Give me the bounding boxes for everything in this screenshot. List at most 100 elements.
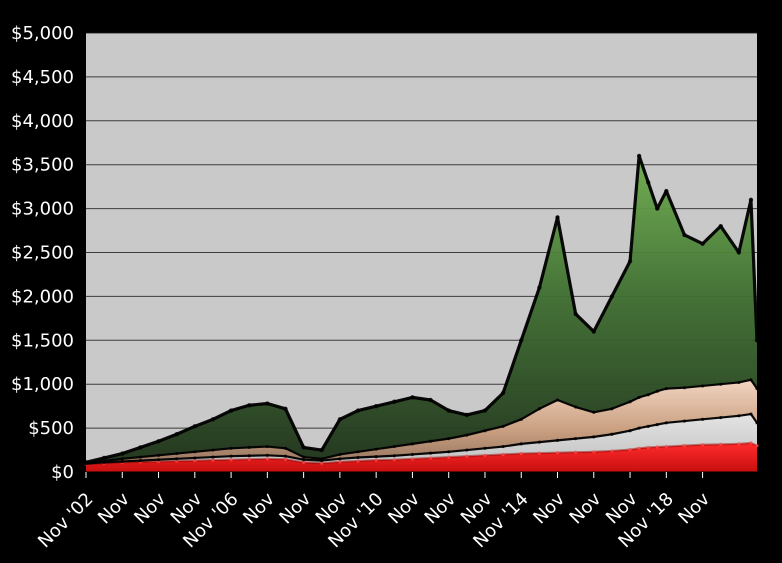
series-1-point bbox=[211, 458, 215, 462]
series-3-point bbox=[302, 455, 306, 459]
series-2-point bbox=[392, 454, 396, 458]
series-4-point bbox=[500, 390, 506, 396]
series-2-point bbox=[428, 451, 433, 455]
series-4-point bbox=[609, 294, 615, 299]
y-tick-label: $500 bbox=[28, 418, 74, 439]
series-4-point bbox=[446, 408, 451, 413]
series-4-point bbox=[682, 232, 687, 238]
series-3-point bbox=[283, 446, 288, 450]
series-2-point bbox=[664, 421, 668, 425]
series-2-point bbox=[755, 421, 759, 425]
series-4-point bbox=[283, 406, 288, 411]
series-4-point bbox=[101, 455, 107, 461]
series-4-point bbox=[120, 451, 125, 456]
series-2-point bbox=[682, 419, 687, 423]
series-3-point bbox=[193, 450, 197, 454]
series-4-point bbox=[319, 447, 324, 453]
series-2-point bbox=[655, 422, 659, 427]
series-1-point bbox=[428, 456, 433, 460]
series-1-point bbox=[229, 458, 233, 462]
series-3-point bbox=[682, 386, 687, 390]
series-4-area bbox=[86, 155, 757, 473]
series-1-point bbox=[592, 450, 596, 454]
series-3-point bbox=[646, 393, 650, 397]
series-2-point bbox=[338, 457, 342, 461]
series-2-point bbox=[120, 459, 124, 464]
series-2-point bbox=[749, 412, 753, 416]
series-1-point bbox=[374, 458, 378, 462]
series-3-point bbox=[483, 429, 487, 433]
series-2-point bbox=[646, 424, 650, 428]
series-4-point bbox=[655, 206, 660, 211]
series-3-point bbox=[447, 437, 451, 441]
series-3-point bbox=[247, 445, 251, 450]
series-4-point bbox=[247, 403, 252, 408]
series-1-point bbox=[555, 451, 560, 455]
series-1-area bbox=[86, 443, 757, 472]
series-1-point bbox=[719, 442, 723, 446]
series-3-point bbox=[501, 424, 505, 428]
series-1-point bbox=[737, 442, 741, 446]
series-3-point bbox=[700, 384, 705, 388]
series-4-point bbox=[555, 215, 560, 220]
y-tick-label: $1,500 bbox=[11, 330, 74, 351]
series-2-point bbox=[447, 450, 451, 454]
series-2-point bbox=[265, 453, 269, 457]
y-tick-label: $4,500 bbox=[11, 67, 74, 88]
series-1-point bbox=[519, 451, 523, 456]
series-4-point bbox=[464, 412, 470, 418]
series-2-point bbox=[537, 440, 541, 444]
x-tick-label: Nov bbox=[674, 488, 714, 528]
series-1-point bbox=[537, 451, 541, 455]
series-1-point bbox=[447, 455, 451, 459]
series-1-point bbox=[628, 448, 632, 452]
series-1-point bbox=[682, 444, 687, 448]
series-4-point bbox=[645, 180, 651, 185]
series-3-point bbox=[265, 444, 269, 449]
series-4-point bbox=[519, 338, 524, 343]
series-4-point bbox=[736, 250, 742, 255]
series-1-point bbox=[655, 445, 659, 449]
x-tick-label: Nov '02 bbox=[34, 489, 97, 552]
series-4-point bbox=[748, 197, 754, 203]
x-tick-label: Nov bbox=[529, 488, 569, 528]
series-2-point bbox=[555, 438, 560, 442]
series-2-point bbox=[283, 454, 288, 458]
x-tick-label: Nov bbox=[94, 488, 134, 528]
series-3-point bbox=[102, 459, 106, 463]
series-2-point bbox=[175, 457, 179, 461]
y-tick-label: $2,500 bbox=[11, 243, 74, 264]
series-2-point bbox=[302, 458, 306, 462]
series-4-point bbox=[591, 329, 596, 334]
series-1-point bbox=[193, 458, 197, 463]
series-4-point bbox=[482, 408, 488, 413]
series-2-point bbox=[519, 442, 523, 446]
series-1-point bbox=[646, 445, 650, 450]
series-4-point bbox=[664, 188, 669, 194]
y-tick-label: $3,000 bbox=[11, 199, 74, 220]
series-3-point bbox=[555, 398, 560, 402]
x-tick-label: Nov bbox=[130, 488, 170, 528]
series-2-point bbox=[247, 454, 251, 458]
series-3-point bbox=[719, 382, 723, 386]
series-1-point bbox=[501, 452, 505, 457]
series-1-point bbox=[338, 460, 342, 464]
series-3-point bbox=[664, 386, 668, 391]
series-4-point bbox=[138, 445, 143, 450]
series-3-point bbox=[592, 410, 596, 414]
series-4-point bbox=[301, 445, 306, 450]
series-2-point bbox=[193, 456, 197, 460]
series-2-point bbox=[374, 455, 378, 459]
y-tick-label: $3,500 bbox=[11, 155, 74, 176]
series-3-point bbox=[175, 451, 179, 456]
series-4-point bbox=[392, 399, 397, 404]
series-2-point bbox=[465, 448, 469, 452]
series-1-point bbox=[465, 454, 469, 458]
series-4-point bbox=[156, 439, 161, 444]
series-1-point bbox=[265, 457, 269, 461]
series-1-point bbox=[483, 453, 487, 457]
series-4-point bbox=[627, 259, 633, 264]
series-4-point bbox=[410, 395, 415, 400]
